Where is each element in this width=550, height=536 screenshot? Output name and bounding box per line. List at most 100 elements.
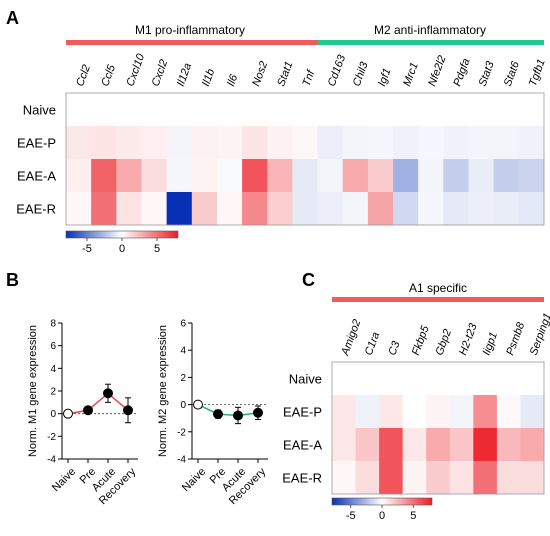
heatmap-cell [449, 395, 474, 429]
heatmap-cell [402, 395, 427, 429]
column-label: Nfe2l2 [426, 54, 448, 88]
colorbar-tick-label: 5 [410, 510, 416, 522]
column-label: Tgfb1 [527, 57, 548, 88]
heatmap-cell [418, 126, 444, 160]
colorbar-c: -5 0 5 [331, 497, 433, 522]
heatmap-cell [267, 126, 293, 160]
column-label: Fkbp5 [410, 323, 432, 357]
heatmap-cell [468, 192, 495, 226]
heatmap-cell [216, 192, 243, 226]
heatmap-cell [292, 192, 318, 226]
heatmap-cell [332, 428, 356, 462]
heatmap-cell [332, 461, 356, 495]
heatmap-cell [418, 159, 444, 193]
column-label: Il6 [225, 72, 241, 88]
column-label: Serping1 [528, 312, 550, 357]
heatmap-cell [393, 192, 419, 226]
x-tick-label: Naive [50, 466, 78, 494]
column-label: Cxcl10 [124, 51, 147, 88]
column-label: Cxcl2 [150, 58, 171, 88]
column-label: Il1b [200, 67, 217, 88]
y-tick-label: -4 [177, 455, 186, 466]
heatmap-cell [116, 93, 142, 127]
heatmap-cell [426, 362, 451, 396]
heatmap-cell [141, 192, 168, 226]
heatmap-cell [449, 461, 474, 495]
heatmap-cell [91, 126, 117, 160]
heatmap-cell [242, 93, 268, 127]
colorbar-tick-label: 5 [154, 243, 160, 255]
heatmap-border [65, 92, 545, 226]
series-line [67, 392, 129, 415]
heatmap-cell [367, 93, 394, 127]
y-tick-label: 2 [180, 373, 186, 384]
column-label: Il12a [175, 62, 194, 89]
heatmap-cell [332, 395, 356, 429]
heatmap-cell [402, 362, 427, 396]
data-point [253, 407, 263, 418]
heatmap-cell [317, 159, 344, 193]
heatmap-cell [426, 395, 451, 429]
heatmap-cell [141, 159, 168, 193]
heatmap-cell [493, 126, 520, 160]
y-tick-label: 6 [180, 319, 186, 330]
column-label: C3 [386, 339, 402, 357]
data-point [233, 410, 243, 421]
m1-group-bar [66, 40, 318, 45]
y-axis-title: Norm. M1 gene expression [27, 325, 39, 457]
heatmap-cell [242, 159, 268, 193]
heatmap-cell [426, 428, 451, 462]
column-label: Mrc1 [401, 61, 421, 88]
column-label: Cd163 [326, 53, 349, 88]
heatmap-cell [367, 159, 394, 193]
row-label: EAE-A [17, 169, 56, 184]
heatmap-cell [473, 428, 498, 462]
heatmap-cell [242, 192, 268, 226]
heatmap-cell [141, 93, 168, 127]
heatmap-cell [355, 428, 380, 462]
heatmap-cell [267, 159, 293, 193]
heatmap-cell [342, 159, 369, 193]
column-label: Ccl5 [99, 62, 118, 88]
heatmap-cell [91, 93, 117, 127]
y-tick-label: 4 [180, 346, 186, 357]
heatmap-cell [473, 461, 498, 495]
row-label: EAE-P [283, 405, 322, 420]
heatmap-cell [66, 93, 92, 127]
column-label: Stat6 [502, 59, 522, 88]
heatmap-cell [443, 93, 469, 127]
data-point [63, 408, 73, 419]
heatmap-cell [317, 126, 344, 160]
heatmap-cell [493, 159, 520, 193]
heatmap-cell [426, 461, 451, 495]
heatmap-cell [496, 362, 521, 396]
colorbar-tick-label: 0 [379, 510, 385, 522]
y-tick-label: 4 [50, 364, 56, 375]
row-label: EAE-R [282, 471, 322, 486]
heatmap-cell [393, 126, 419, 160]
heatmap-cell [91, 192, 117, 226]
heatmap-cell [91, 159, 117, 193]
heatmap-cell [355, 395, 380, 429]
heatmap-cell [496, 395, 521, 429]
heatmap-cell [166, 126, 193, 160]
heatmap-cell [379, 362, 404, 396]
heatmap-cell [518, 126, 545, 160]
heatmap-cell [66, 192, 92, 226]
colorbar-a: -5 0 5 [65, 230, 179, 255]
a1-group-bar [332, 297, 544, 302]
y-tick-label: 0 [180, 400, 186, 411]
row-label: Naive [289, 372, 322, 387]
heatmap-cell [116, 126, 142, 160]
heatmap-cell [342, 192, 369, 226]
heatmap-cell [449, 362, 474, 396]
heatmap-cell [402, 461, 427, 495]
colorbar-tick-label: -5 [346, 510, 356, 522]
column-label: Chil3 [351, 60, 371, 88]
heatmap-cell [292, 126, 318, 160]
heatmap-cell [166, 159, 193, 193]
heatmap-cell [418, 93, 444, 127]
heatmap-cell [191, 159, 218, 193]
series-line [197, 403, 259, 417]
